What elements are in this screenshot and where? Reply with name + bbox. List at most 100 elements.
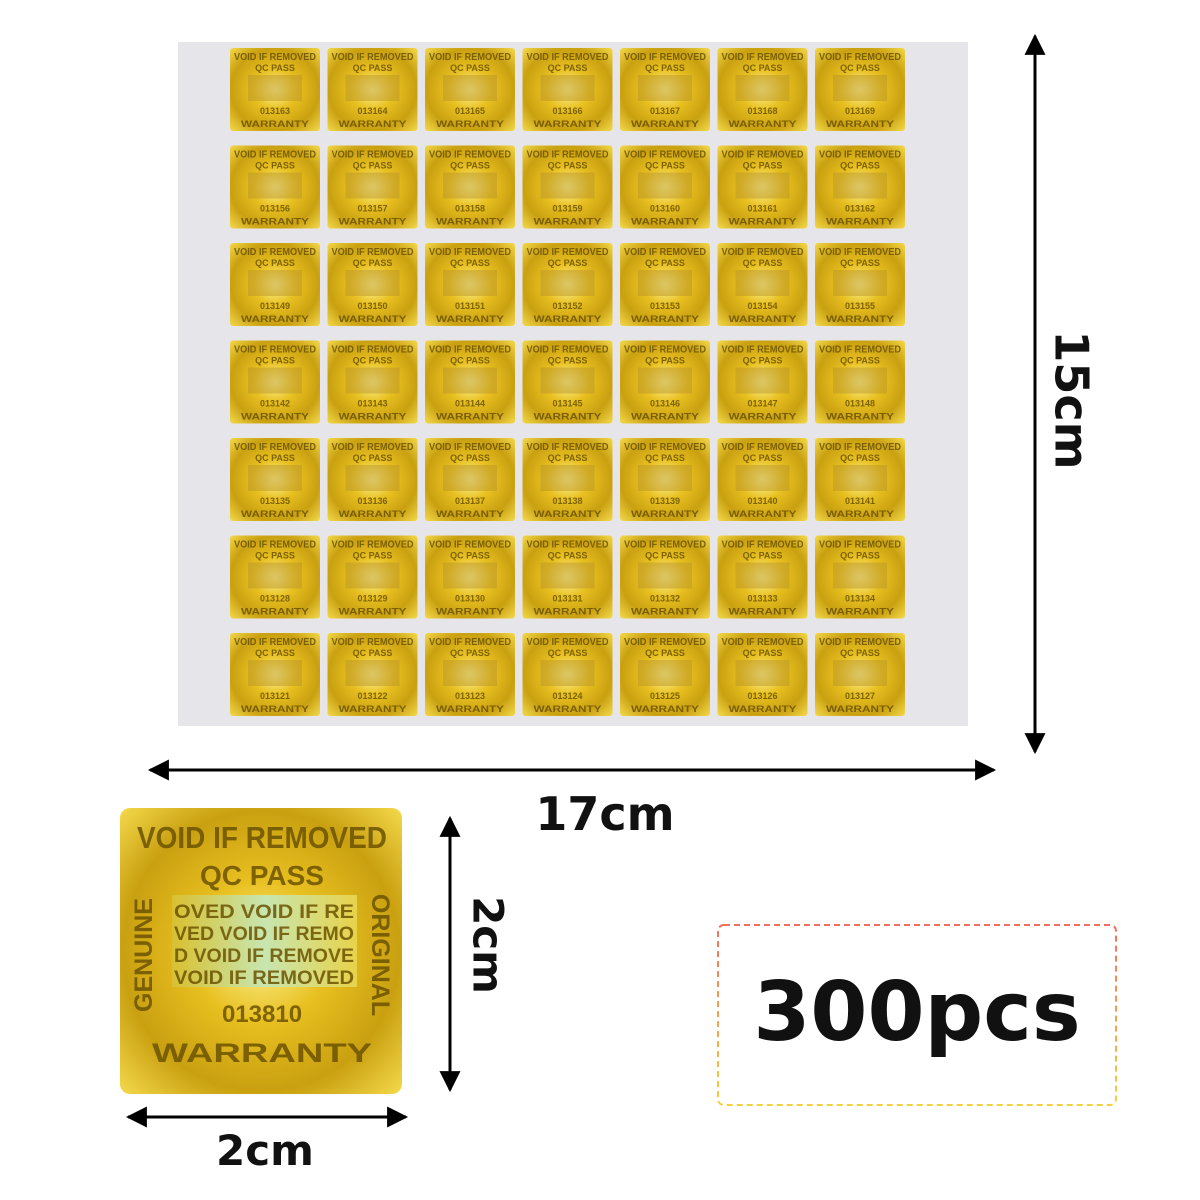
small-sticker-serial: 013154 [747, 301, 777, 311]
small-sticker-line2: QC PASS [840, 161, 880, 171]
small-sticker-line2: QC PASS [450, 63, 490, 73]
small-sticker-band [345, 367, 400, 394]
small-sticker-serial: 013130 [455, 594, 485, 604]
small-sticker-top: VOID IF REMOVED [429, 540, 511, 551]
small-sticker-band [540, 562, 595, 589]
small-sticker-serial: 013138 [552, 496, 582, 506]
small-sticker-line2: QC PASS [840, 258, 880, 268]
sticker-band-text: VED VOID IF REMO [174, 924, 354, 945]
small-sticker-top: VOID IF REMOVED [624, 247, 706, 258]
small-sticker-band [833, 660, 887, 686]
small-sticker-serial: 013153 [650, 301, 680, 311]
small-sticker-serial: 013139 [650, 496, 680, 506]
small-sticker-line2: QC PASS [645, 648, 685, 658]
small-sticker-serial: 013143 [357, 399, 387, 409]
small-sticker-line2: QC PASS [450, 356, 490, 366]
small-sticker-serial: 013142 [260, 399, 290, 409]
small-sticker-bottom: WARRANTY [729, 509, 797, 519]
small-sticker-bottom: WARRANTY [534, 217, 602, 227]
small-sticker-line2: QC PASS [548, 63, 588, 73]
small-sticker-band [248, 562, 302, 589]
small-sticker-line2: QC PASS [840, 648, 880, 658]
small-sticker-bottom: WARRANTY [534, 607, 602, 617]
small-sticker-bottom: WARRANTY [436, 119, 504, 129]
small-sticker-top: VOID IF REMOVED [819, 52, 901, 63]
small-sticker-top: VOID IF REMOVED [234, 247, 316, 258]
small-sticker-bottom: WARRANTY [241, 119, 309, 129]
small-sticker-bottom: WARRANTY [436, 217, 504, 227]
small-sticker-serial: 013156 [260, 204, 290, 214]
small-sticker-line2: QC PASS [645, 356, 685, 366]
small-sticker-top: VOID IF REMOVED [429, 247, 511, 258]
small-sticker-top: VOID IF REMOVED [429, 442, 511, 453]
small-sticker-serial: 013128 [260, 594, 290, 604]
small-sticker-bottom: WARRANTY [241, 217, 309, 227]
small-sticker-bottom: WARRANTY [339, 314, 407, 324]
small-sticker-serial: 013146 [650, 399, 680, 409]
small-sticker-bottom: WARRANTY [241, 509, 309, 519]
small-sticker-band [833, 562, 887, 589]
small-sticker-line2: QC PASS [255, 356, 295, 366]
small-sticker-bottom: WARRANTY [339, 412, 407, 422]
sticker-height: 2cm [464, 896, 513, 994]
small-sticker-band [443, 562, 497, 589]
small-sticker-top: VOID IF REMOVED [527, 540, 609, 551]
small-sticker-top: VOID IF REMOVED [624, 540, 706, 551]
small-sticker-band [735, 465, 790, 491]
small-sticker-line2: QC PASS [548, 551, 588, 561]
small-sticker-band [443, 660, 497, 686]
sticker-line2: QC PASS [200, 860, 324, 891]
small-sticker-line2: QC PASS [353, 551, 393, 561]
small-sticker-top: VOID IF REMOVED [234, 442, 316, 453]
small-sticker-serial: 013169 [845, 106, 875, 116]
small-sticker-line2: QC PASS [255, 161, 295, 171]
small-sticker-serial: 013158 [455, 204, 485, 214]
small-sticker-line2: QC PASS [450, 648, 490, 658]
small-sticker-top: VOID IF REMOVED [819, 150, 901, 161]
small-sticker-line2: QC PASS [840, 63, 880, 73]
small-sticker-serial: 013121 [260, 691, 290, 701]
small-sticker-band [248, 367, 302, 394]
small-sticker-bottom: WARRANTY [826, 314, 894, 324]
sticker-bottom: WARRANTY [152, 1038, 372, 1068]
small-sticker-bottom: WARRANTY [631, 607, 699, 617]
small-sticker-line2: QC PASS [353, 453, 393, 463]
small-sticker-line2: QC PASS [255, 63, 295, 73]
small-sticker-band [833, 367, 887, 394]
small-sticker-line2: QC PASS [255, 648, 295, 658]
small-sticker-bottom: WARRANTY [729, 704, 797, 714]
small-sticker-line2: QC PASS [645, 258, 685, 268]
small-sticker-bottom: WARRANTY [729, 314, 797, 324]
small-sticker-bottom: WARRANTY [631, 217, 699, 227]
small-sticker-band [443, 270, 497, 296]
sticker-band-text: D VOID IF REMOVE [174, 946, 354, 967]
small-sticker-line2: QC PASS [743, 453, 783, 463]
small-sticker-top: VOID IF REMOVED [819, 442, 901, 453]
small-sticker-top: VOID IF REMOVED [332, 637, 414, 648]
small-sticker-top: VOID IF REMOVED [332, 345, 414, 356]
small-sticker-top: VOID IF REMOVED [722, 150, 804, 161]
small-sticker-line2: QC PASS [353, 648, 393, 658]
small-sticker-serial: 013131 [552, 594, 582, 604]
small-sticker-bottom: WARRANTY [729, 119, 797, 129]
small-sticker-bottom: WARRANTY [241, 314, 309, 324]
small-sticker-serial: 013126 [747, 691, 777, 701]
sticker-band-text: VOID IF REMOVED [174, 968, 354, 989]
small-sticker-serial: 013155 [845, 301, 875, 311]
small-sticker-top: VOID IF REMOVED [624, 637, 706, 648]
small-sticker-band [638, 75, 692, 101]
small-sticker-band [345, 75, 400, 101]
small-sticker-serial: 013159 [552, 204, 582, 214]
